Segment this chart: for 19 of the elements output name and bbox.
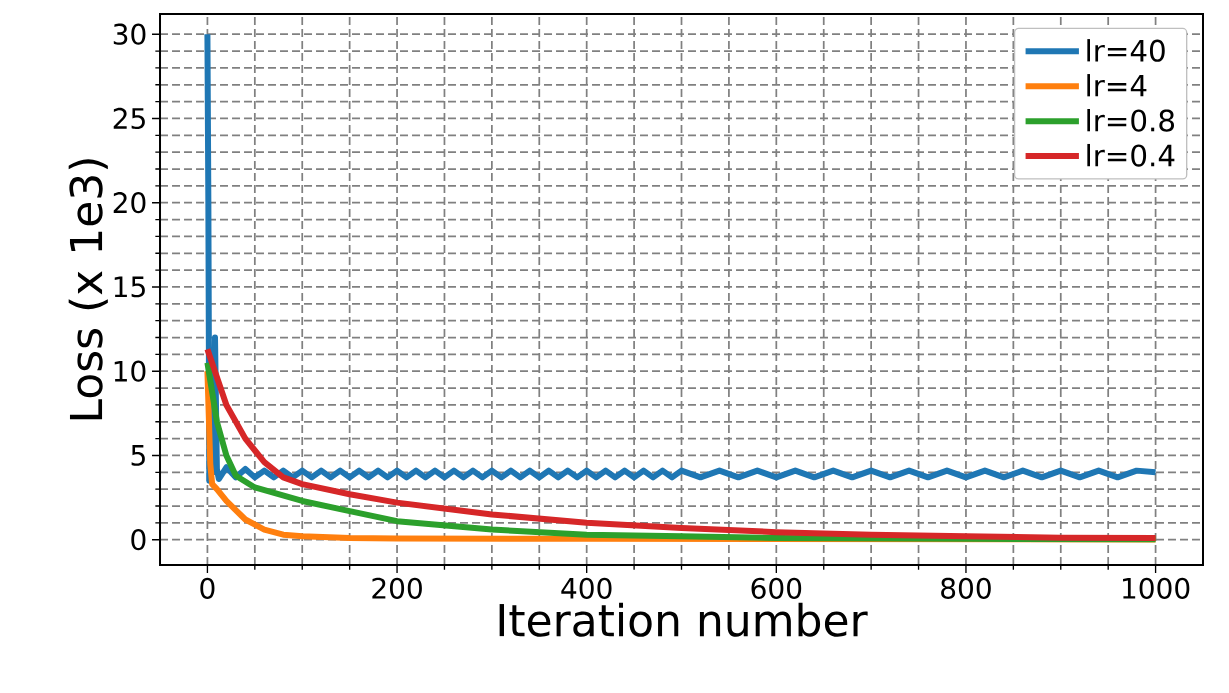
y-tick-label: 10 — [114, 360, 146, 382]
y-axis-title: Loss (x 1e3) — [68, 159, 108, 420]
y-tick-label: 20 — [113, 192, 146, 214]
x-tick-label: 400 — [561, 577, 612, 599]
x-tick-label: 600 — [751, 577, 802, 599]
y-tick-label: 5 — [131, 445, 145, 466]
legend-label: lr=40 — [1087, 39, 1165, 62]
y-tick-label: 25 — [113, 107, 145, 130]
legend-label: lr=0.4 — [1087, 143, 1175, 167]
legend-label: lr=4 — [1087, 74, 1147, 97]
x-tick-label: 200 — [372, 577, 422, 599]
y-tick-label: 0 — [131, 529, 146, 551]
y-tick-label: 30 — [113, 23, 146, 45]
x-tick-label: 800 — [941, 577, 991, 599]
x-tick-label: 1000 — [1123, 577, 1190, 599]
legend-label: lr=0.8 — [1087, 109, 1175, 132]
y-tick-label: 15 — [114, 276, 145, 298]
x-tick-label: 0 — [200, 577, 215, 599]
x-axis-title: Iteration number — [499, 602, 868, 637]
